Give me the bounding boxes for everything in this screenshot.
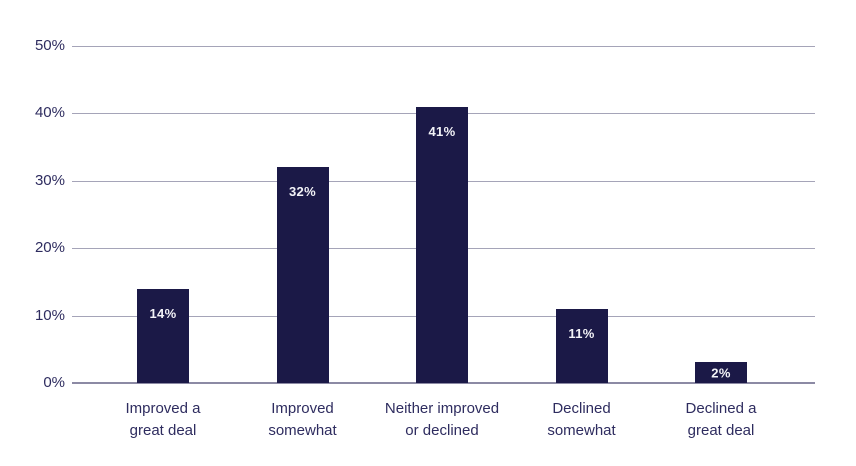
y-tick-label: 10% xyxy=(34,306,65,324)
y-tick-label: 40% xyxy=(34,104,65,122)
bar-value-label: 14% xyxy=(149,305,177,321)
x-category-label: Improved somewhat xyxy=(218,398,388,442)
x-category-label: Declined a great deal xyxy=(636,398,806,442)
y-tick-label: 30% xyxy=(34,171,65,189)
x-category-label-line: great deal xyxy=(687,422,755,439)
x-category-label-line: somewhat xyxy=(268,422,337,439)
x-category-label-line: Neither improved xyxy=(384,400,500,417)
bar-4: 11% xyxy=(555,308,608,383)
bar-value-label: 41% xyxy=(428,123,456,139)
x-category-label-line: or declined xyxy=(405,422,479,439)
gridline xyxy=(72,46,815,47)
x-category-label-line: Declined xyxy=(552,400,611,417)
bar-value-label: 11% xyxy=(568,325,595,341)
x-category-label: Neither improved or declined xyxy=(357,398,527,442)
x-category-label-line: Improved a xyxy=(125,400,201,417)
bar-value-label: 2% xyxy=(711,365,731,380)
bar-2: 32% xyxy=(276,167,329,383)
bar-3: 41% xyxy=(416,106,468,383)
bar-5: 2% xyxy=(695,362,747,383)
x-category-label-line: Declined a xyxy=(685,400,757,417)
bar-1: 14% xyxy=(137,288,189,383)
x-category-label-line: great deal xyxy=(129,422,197,439)
x-category-label-line: Improved xyxy=(271,400,334,417)
x-category-label: Declined somewhat xyxy=(497,398,667,442)
y-tick-label: 0% xyxy=(43,374,65,391)
x-category-label: Improved a great deal xyxy=(78,398,248,442)
x-category-label-line: somewhat xyxy=(547,422,616,439)
y-tick-label: 50% xyxy=(34,37,65,54)
y-tick-label: 20% xyxy=(34,239,65,257)
bar-value-label: 32% xyxy=(289,184,316,200)
x-axis-line xyxy=(72,382,815,384)
